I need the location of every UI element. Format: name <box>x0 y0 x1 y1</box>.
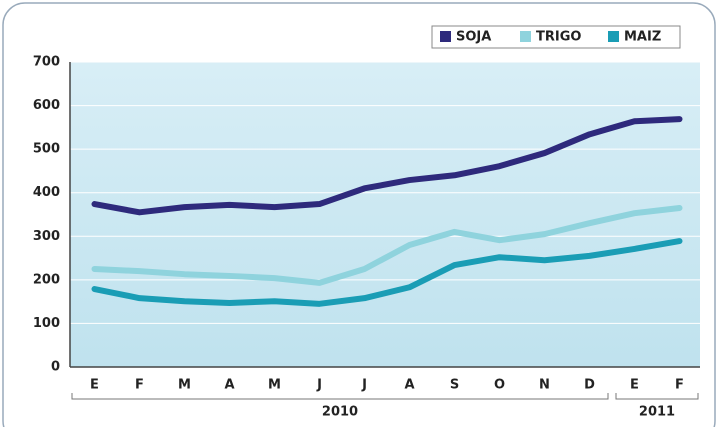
y-tick-label: 600 <box>33 98 60 113</box>
year-label: 2011 <box>639 405 675 420</box>
x-tick-label: F <box>675 378 684 393</box>
year-label: 2010 <box>322 405 358 420</box>
legend-swatch <box>440 31 451 42</box>
x-tick-label: M <box>178 378 191 393</box>
plot-area <box>70 62 700 367</box>
year-bracket <box>71 393 609 400</box>
x-tick-label: D <box>584 378 595 393</box>
x-tick-label: N <box>539 378 550 393</box>
series-line <box>91 116 683 216</box>
x-tick-label: A <box>404 378 414 393</box>
legend-label: MAIZ <box>624 30 661 45</box>
legend-swatch <box>520 31 531 42</box>
y-tick-label: 700 <box>33 55 60 70</box>
series-line <box>91 238 683 307</box>
y-tick-label: 500 <box>33 142 60 157</box>
x-tick-label: O <box>494 378 505 393</box>
legend-label: SOJA <box>456 30 491 45</box>
year-bracket <box>615 393 699 400</box>
y-tick-label: 100 <box>33 316 60 331</box>
y-tick-label: 400 <box>33 185 60 200</box>
x-tick-label: A <box>224 378 234 393</box>
y-tick-label: 0 <box>51 360 60 375</box>
x-tick-label: F <box>135 378 144 393</box>
series-line <box>91 204 683 286</box>
y-tick-label: 300 <box>33 229 60 244</box>
x-tick-label: E <box>630 378 639 393</box>
x-tick-label: M <box>268 378 281 393</box>
legend-swatch <box>608 31 619 42</box>
y-tick-label: 200 <box>33 272 60 287</box>
x-tick-label: J <box>316 378 322 393</box>
x-tick-label: E <box>90 378 99 393</box>
legend-label: TRIGO <box>536 30 581 45</box>
x-tick-label: J <box>361 378 367 393</box>
x-tick-label: S <box>450 378 459 393</box>
